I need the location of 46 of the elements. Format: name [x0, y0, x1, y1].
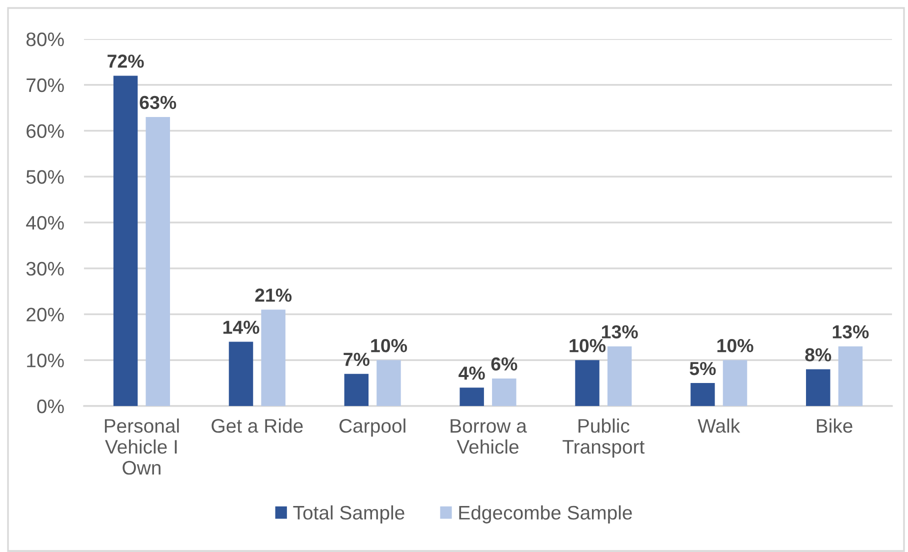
- data-label: 13%: [832, 325, 869, 339]
- data-label: 63%: [140, 96, 176, 110]
- x-tick-label: Carpool: [340, 418, 406, 437]
- bar: [113, 76, 138, 406]
- data-label: 13%: [602, 325, 638, 339]
- y-tick-label: 40%: [26, 216, 64, 230]
- bar: [376, 360, 401, 406]
- bar: [344, 374, 369, 406]
- y-tick-label: 0%: [37, 399, 64, 414]
- data-label: 8%: [805, 348, 832, 362]
- x-tick-label: Personal Vehicle I Own: [104, 418, 179, 475]
- bar: [806, 369, 830, 406]
- bar: [261, 310, 286, 406]
- data-label: 7%: [344, 352, 370, 366]
- y-tick-label: 50%: [26, 170, 64, 184]
- x-tick-label: Walk: [698, 418, 740, 433]
- legend-label: Total Sample: [293, 505, 404, 524]
- y-tick-label: 30%: [26, 262, 64, 276]
- data-label: 10%: [717, 338, 754, 352]
- bar: [460, 388, 484, 406]
- bar: [146, 116, 170, 406]
- bar: [690, 383, 715, 406]
- legend-label: Edgecombe Sample: [459, 505, 632, 524]
- bar: [722, 360, 748, 406]
- data-label: 72%: [108, 54, 144, 68]
- x-tick-label: Bike: [816, 418, 852, 433]
- y-tick-label: 60%: [26, 124, 64, 138]
- y-tick-label: 70%: [26, 78, 64, 92]
- y-tick-label: 20%: [26, 308, 64, 322]
- x-tick-label: Get a Ride: [212, 418, 303, 433]
- data-label: 4%: [458, 366, 485, 380]
- data-label: 10%: [371, 338, 407, 352]
- data-label: 21%: [255, 288, 292, 302]
- bar: [492, 378, 516, 406]
- y-tick-label: 80%: [26, 32, 64, 46]
- data-label: 5%: [690, 362, 716, 376]
- bar: [228, 342, 254, 406]
- bar: [838, 346, 863, 406]
- bar: [607, 346, 632, 406]
- x-tick-label: Public Transport: [562, 418, 645, 458]
- data-label: 14%: [223, 320, 260, 334]
- y-tick-label: 10%: [27, 354, 64, 368]
- data-label: 6%: [491, 357, 518, 371]
- x-tick-label: Borrow a Vehicle: [450, 419, 527, 454]
- bar: [575, 360, 600, 406]
- data-label: 10%: [570, 338, 606, 352]
